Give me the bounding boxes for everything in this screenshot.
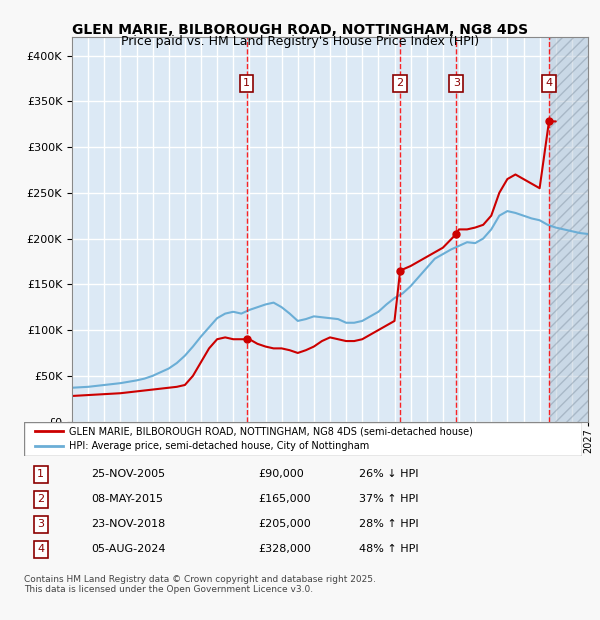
Text: 4: 4 <box>37 544 44 554</box>
Text: £205,000: £205,000 <box>259 520 311 529</box>
Text: 2: 2 <box>37 494 44 504</box>
Text: GLEN MARIE, BILBOROUGH ROAD, NOTTINGHAM, NG8 4DS: GLEN MARIE, BILBOROUGH ROAD, NOTTINGHAM,… <box>72 23 528 37</box>
Text: 3: 3 <box>37 520 44 529</box>
Text: 28% ↑ HPI: 28% ↑ HPI <box>359 520 418 529</box>
Text: £328,000: £328,000 <box>259 544 311 554</box>
Text: £90,000: £90,000 <box>259 469 304 479</box>
Text: 48% ↑ HPI: 48% ↑ HPI <box>359 544 418 554</box>
Text: HPI: Average price, semi-detached house, City of Nottingham: HPI: Average price, semi-detached house,… <box>68 441 369 451</box>
Text: Price paid vs. HM Land Registry's House Price Index (HPI): Price paid vs. HM Land Registry's House … <box>121 35 479 48</box>
Bar <box>549 37 588 422</box>
FancyBboxPatch shape <box>24 422 582 456</box>
Text: 4: 4 <box>545 78 553 88</box>
Text: 08-MAY-2015: 08-MAY-2015 <box>91 494 163 504</box>
Text: 2: 2 <box>397 78 404 88</box>
Text: 37% ↑ HPI: 37% ↑ HPI <box>359 494 418 504</box>
Text: 05-AUG-2024: 05-AUG-2024 <box>91 544 166 554</box>
Text: 1: 1 <box>37 469 44 479</box>
Text: Contains HM Land Registry data © Crown copyright and database right 2025.
This d: Contains HM Land Registry data © Crown c… <box>24 575 376 594</box>
Text: 1: 1 <box>243 78 250 88</box>
Text: 25-NOV-2005: 25-NOV-2005 <box>91 469 165 479</box>
Text: £165,000: £165,000 <box>259 494 311 504</box>
Text: 23-NOV-2018: 23-NOV-2018 <box>91 520 165 529</box>
Text: 26% ↓ HPI: 26% ↓ HPI <box>359 469 418 479</box>
Text: GLEN MARIE, BILBOROUGH ROAD, NOTTINGHAM, NG8 4DS (semi-detached house): GLEN MARIE, BILBOROUGH ROAD, NOTTINGHAM,… <box>68 426 473 436</box>
Text: 3: 3 <box>453 78 460 88</box>
